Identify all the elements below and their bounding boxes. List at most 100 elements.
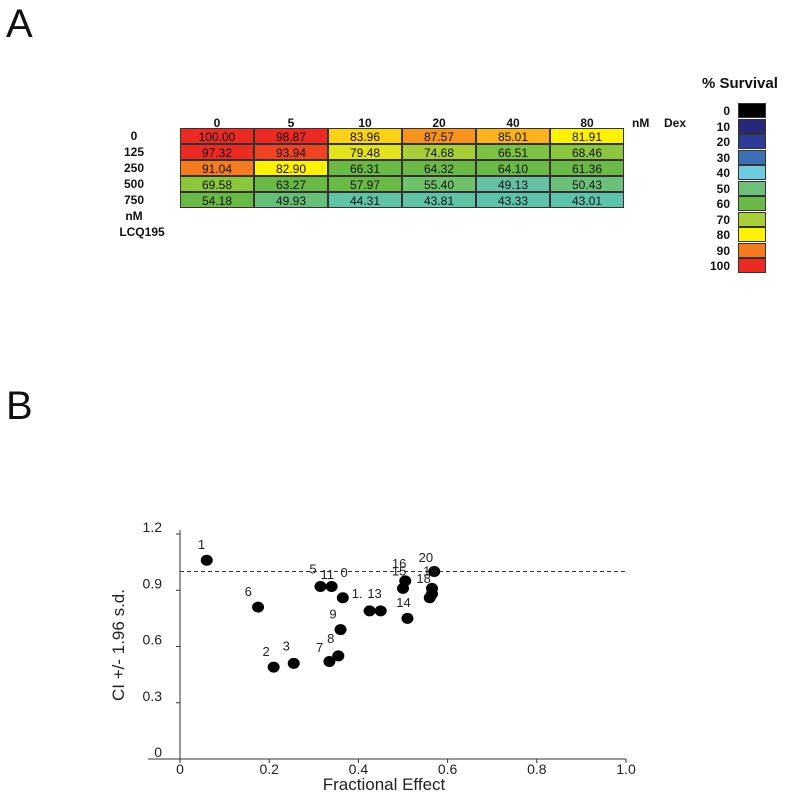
point-label: 5 (309, 561, 316, 576)
legend-swatch (738, 180, 766, 196)
heatmap-row-header: 250 (123, 161, 145, 175)
heatmap-cell: 50.43 (550, 176, 624, 192)
legend-swatch (738, 211, 766, 227)
heatmap-col-drug: Dex (664, 116, 687, 130)
legend-swatch (738, 118, 766, 134)
data-point (363, 605, 376, 617)
heatmap-col-header: 0 (213, 116, 221, 130)
heatmap-row-header: 0 (130, 129, 138, 143)
data-point (252, 601, 265, 613)
heatmap-cell: 85.01 (476, 128, 550, 144)
heatmap-cell: 93.94 (254, 144, 328, 160)
heatmap-cell: 82.90 (254, 160, 328, 176)
heatmap-cell: 79.48 (328, 144, 402, 160)
panel-label-a: A (6, 2, 33, 46)
heatmap-cell: 54.18 (180, 192, 254, 208)
heatmap-col-header: 40 (506, 116, 520, 130)
point-label: 0 (341, 565, 348, 580)
heatmap-cell: 69.58 (180, 176, 254, 192)
data-point (314, 581, 327, 592)
y-tick-label: 1.2 (143, 519, 163, 535)
heatmap-cell: 98.87 (254, 128, 328, 144)
heatmap-cell: 66.51 (476, 144, 550, 160)
point-label: 9 (329, 606, 336, 621)
heatmap-col-unit: nM (632, 116, 650, 130)
data-point (428, 566, 441, 577)
heatmap-cell: 64.32 (402, 160, 476, 176)
legend-label: 80 (716, 228, 730, 242)
point-label: 13 (367, 586, 381, 601)
legend-swatch (738, 165, 766, 180)
heatmap-cell: 74.68 (402, 144, 476, 160)
legend-swatch (738, 258, 766, 273)
heatmap-col-header: 20 (432, 116, 446, 130)
heatmap-row-drug: LCQ195 (119, 225, 165, 239)
heatmap-cell: 43.01 (550, 192, 624, 208)
point-label: 7 (316, 640, 323, 655)
legend-label: 30 (716, 150, 730, 165)
data-point (334, 624, 347, 636)
legend-swatch (738, 134, 766, 149)
data-point (200, 554, 213, 566)
y-tick-label: 0.9 (143, 575, 163, 591)
data-point (332, 650, 345, 662)
point-label: 6 (245, 584, 252, 599)
heatmap-cell: 43.81 (402, 192, 476, 208)
heatmap-col-header: 10 (358, 116, 372, 130)
x-axis-label: Fractional Effect (323, 775, 446, 794)
legend-label: 0 (723, 104, 730, 118)
legend-swatch (738, 196, 766, 211)
y-tick-label: 0 (154, 744, 162, 760)
heatmap-col-header: 80 (580, 116, 594, 130)
legend-swatch (738, 242, 766, 258)
data-point (323, 656, 336, 667)
point-label: 8 (327, 631, 334, 646)
data-point (267, 661, 280, 673)
x-tick-label: 0.4 (349, 761, 369, 777)
legend-label: 40 (716, 166, 730, 180)
heatmap-row-header: 500 (123, 177, 145, 191)
y-tick-label: 0.3 (143, 688, 163, 704)
x-tick-label: 0.8 (527, 761, 547, 777)
legend-label: 20 (716, 135, 730, 149)
point-label: 18 (416, 571, 430, 586)
legend-title: % Survival (702, 75, 778, 92)
point-label: 2 (263, 644, 270, 659)
point-label: 3 (283, 638, 290, 653)
point-label: 15 (392, 563, 406, 578)
heatmap-row-header: 750 (123, 193, 145, 207)
heatmap-cell: 81.91 (550, 128, 624, 144)
heatmap-cell: 57.97 (328, 176, 402, 192)
heatmap-cell: 68.46 (550, 144, 624, 160)
heatmap-cell: 43.33 (476, 192, 550, 208)
heatmap-cell: 91.04 (180, 160, 254, 176)
heatmap-cell: 44.31 (328, 192, 402, 208)
y-tick-label: 0.6 (143, 632, 163, 648)
data-point (287, 657, 300, 669)
legend-label: 70 (716, 212, 730, 227)
heatmap-cell: 97.32 (180, 144, 254, 160)
legend-label: 90 (716, 243, 730, 258)
x-tick-label: 0.2 (259, 761, 279, 777)
x-tick-label: 1.0 (616, 761, 636, 777)
heatmap-row-header: 125 (123, 145, 145, 159)
legend-label: 60 (716, 197, 730, 211)
heatmap-cell: 49.13 (476, 176, 550, 192)
point-label: 19 (423, 563, 437, 578)
heatmap-cell: 55.40 (402, 176, 476, 192)
heatmap-cell: 66.31 (328, 160, 402, 176)
point-label: 1 (198, 537, 205, 552)
legend-swatch (738, 103, 766, 118)
heatmap-cell: 83.96 (328, 128, 402, 144)
heatmap-cell: 64.10 (476, 160, 550, 176)
point-label: 14 (396, 595, 410, 610)
data-point (325, 581, 338, 592)
legend-swatch (738, 149, 766, 165)
legend-label: 10 (716, 119, 730, 134)
heatmap-cell: 87.57 (402, 128, 476, 144)
point-label: 1. (352, 586, 363, 601)
point-label: 20 (419, 550, 433, 565)
legend-label: 50 (716, 181, 730, 196)
x-tick-label: 0.6 (438, 761, 458, 777)
